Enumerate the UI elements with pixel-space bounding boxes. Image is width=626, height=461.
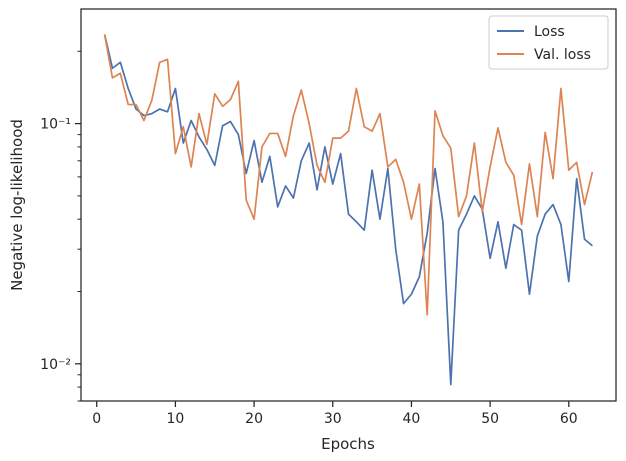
x-axis-label: Epochs bbox=[321, 435, 375, 453]
y-axis: 10⁻² 10⁻¹ bbox=[40, 50, 81, 402]
axes-frame bbox=[80, 8, 617, 402]
legend: Loss Val. loss bbox=[488, 15, 609, 70]
series-layer bbox=[103, 34, 594, 386]
y-tick-label: 10⁻² bbox=[40, 357, 71, 373]
x-tick-label: 10 bbox=[166, 411, 184, 427]
series-line-val-loss bbox=[103, 34, 594, 316]
x-tick-label: 60 bbox=[560, 411, 578, 427]
y-axis-label: Negative log-likelihood bbox=[8, 119, 26, 291]
y-tick-label: 10⁻¹ bbox=[40, 117, 71, 133]
legend-box bbox=[488, 15, 609, 70]
x-axis: 0 10 20 30 40 50 60 bbox=[92, 401, 578, 427]
x-tick-label: 20 bbox=[245, 411, 263, 427]
series-line-loss bbox=[103, 34, 593, 386]
x-tick-label: 50 bbox=[481, 411, 499, 427]
x-tick-label: 30 bbox=[324, 411, 342, 427]
legend-label-loss: Loss bbox=[534, 24, 565, 40]
x-tick-label: 0 bbox=[92, 411, 101, 427]
legend-label-val-loss: Val. loss bbox=[534, 47, 591, 63]
x-tick-label: 40 bbox=[403, 411, 421, 427]
plot-area bbox=[103, 34, 594, 386]
